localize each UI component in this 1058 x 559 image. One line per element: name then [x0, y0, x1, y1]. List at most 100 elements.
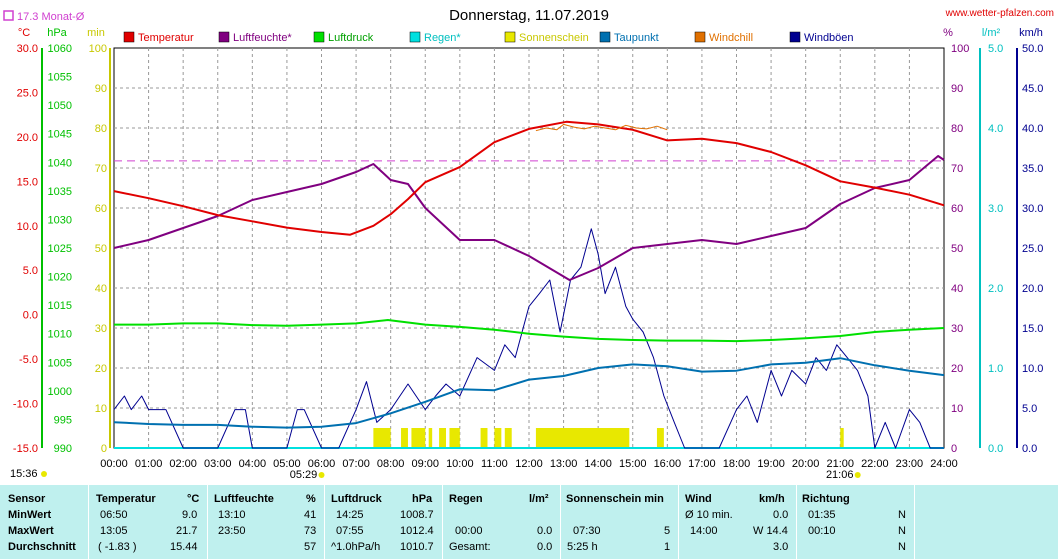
table-cell: N — [898, 509, 906, 521]
wind-axis-tick: 40.0 — [1022, 123, 1043, 135]
sunshine-bar — [449, 428, 460, 448]
table-cell: 0.0 — [773, 509, 789, 521]
th-hum-unit: % — [306, 493, 316, 505]
rain-axis-tick: 0.0 — [988, 443, 1003, 455]
x-axis-tick: 19:00 — [757, 458, 785, 470]
x-axis-tick: 15:00 — [619, 458, 647, 470]
x-axis-tick: 05:00 — [273, 458, 301, 470]
x-axis-tick: 11:00 — [481, 458, 508, 470]
pct-axis-tick: 40 — [951, 283, 963, 295]
x-axis-tick: 01:00 — [135, 458, 163, 470]
press-axis-tick: 990 — [54, 443, 72, 455]
wind-axis-tick: 5.0 — [1022, 403, 1037, 415]
pct-axis-tick: 60 — [951, 203, 963, 215]
table-cell: 5 — [664, 525, 671, 537]
table-cell: 1 — [664, 541, 671, 553]
min-axis-tick: 90 — [95, 83, 107, 95]
legend-label: Luftdruck — [328, 32, 374, 44]
temp-axis-tick: -15.0 — [13, 443, 38, 455]
source-url: www.wetter-pfalzen.com — [945, 8, 1054, 19]
sunshine-bar — [439, 428, 446, 448]
th-sonnenschein: Sonnenschein min — [566, 493, 664, 505]
press-axis-tick: 1025 — [48, 243, 72, 255]
wind-axis-tick: 50.0 — [1022, 43, 1043, 55]
table-cell: 5:25 h — [567, 541, 598, 553]
table-cell: ^1.0hPa/h — [331, 541, 381, 553]
th-sensor: Sensor — [8, 493, 46, 505]
table-cell: ( -1.83 ) — [98, 541, 137, 553]
temp-axis-tick: 15.0 — [17, 176, 38, 188]
table-cell: Ø 10 min. — [685, 509, 733, 521]
table-cell: W 14.4 — [753, 525, 788, 537]
sunshine-bar — [656, 428, 664, 448]
th-wind-unit: km/h — [759, 493, 785, 505]
temp-axis-tick: 20.0 — [17, 132, 38, 144]
min-axis-tick: 80 — [95, 123, 107, 135]
wind-axis-tick: 10.0 — [1022, 363, 1043, 375]
press-axis-tick: 1060 — [48, 43, 72, 55]
pct-axis-tick: 10 — [951, 403, 963, 415]
legend-swatch — [313, 31, 325, 43]
pct-axis-tick: 70 — [951, 163, 963, 175]
rain-unit-label: l/m² — [982, 27, 1001, 39]
pct-axis-tick: 30 — [951, 323, 963, 335]
pct-axis-tick: 80 — [951, 123, 963, 135]
min-axis-tick: 30 — [95, 323, 107, 335]
weather-chart: Donnerstag, 11.07.2019 www.wetter-pfalzen… — [3, 7, 1054, 481]
pct-axis-tick: 0 — [951, 443, 957, 455]
table-divider — [88, 485, 89, 559]
table-divider — [442, 485, 443, 559]
wind-axis-tick: 15.0 — [1022, 323, 1043, 335]
th-press-unit: hPa — [412, 493, 433, 505]
temp-axis-tick: 0.0 — [23, 310, 38, 322]
monthly-avg-label: 17.3 Monat-Ø — [17, 11, 85, 23]
table-cell: 3.0 — [773, 541, 789, 553]
x-axis-tick: 09:00 — [411, 458, 439, 470]
table-cell: 15.44 — [170, 541, 198, 553]
legend-swatch — [789, 31, 801, 43]
min-axis-tick: 10 — [95, 403, 107, 415]
sunshine-bar — [401, 428, 408, 448]
series-line-luftdruck — [114, 319, 945, 343]
table-cell: 57 — [304, 541, 317, 553]
legend-label: Windböen — [804, 32, 854, 44]
wind-axis-tick: 0.0 — [1022, 443, 1037, 455]
rain-axis-tick: 5.0 — [988, 43, 1003, 55]
legend-swatch — [504, 31, 516, 43]
min-unit-label: min — [87, 27, 105, 39]
sunshine-bar — [535, 428, 630, 448]
th-regen: Regen — [449, 493, 483, 505]
x-axis-tick: 17:00 — [688, 458, 716, 470]
x-axis-tick: 10:00 — [446, 458, 474, 470]
sunset-icon — [854, 472, 861, 478]
temp-axis-tick: -10.0 — [13, 399, 38, 411]
table-cell: 14:00 — [690, 525, 718, 537]
legend-swatch — [409, 31, 421, 43]
legend-label: Regen* — [424, 32, 461, 44]
rain-axis-tick: 1.0 — [988, 363, 1003, 375]
x-axis-tick: 14:00 — [584, 458, 612, 470]
row-label: MaxWert — [8, 525, 54, 537]
table-cell: 73 — [304, 525, 317, 537]
temp-axis-tick: 30.0 — [17, 43, 38, 55]
table-cell: 07:55 — [336, 525, 364, 537]
x-axis-tick: 03:00 — [204, 458, 232, 470]
pct-axis-tick: 100 — [951, 43, 969, 55]
temp-unit-label: °C — [18, 27, 30, 39]
legend-swatch — [218, 31, 230, 43]
series-line-windchill — [535, 123, 668, 132]
wind-axis-tick: 35.0 — [1022, 163, 1043, 175]
table-cell: 1008.7 — [400, 509, 434, 521]
table-divider — [678, 485, 679, 559]
press-axis-tick: 1030 — [48, 214, 72, 226]
press-unit-label: hPa — [47, 27, 67, 39]
table-divider — [914, 485, 915, 559]
x-axis-tick: 02:00 — [169, 458, 197, 470]
temp-axis-tick: -5.0 — [19, 354, 38, 366]
press-axis-tick: 1005 — [48, 357, 72, 369]
min-axis-tick: 20 — [95, 363, 107, 375]
min-axis-tick: 100 — [89, 43, 107, 55]
wind-unit-label: km/h — [1019, 27, 1043, 39]
table-cell: 00:00 — [455, 525, 483, 537]
rain-axis-tick: 4.0 — [988, 123, 1003, 135]
